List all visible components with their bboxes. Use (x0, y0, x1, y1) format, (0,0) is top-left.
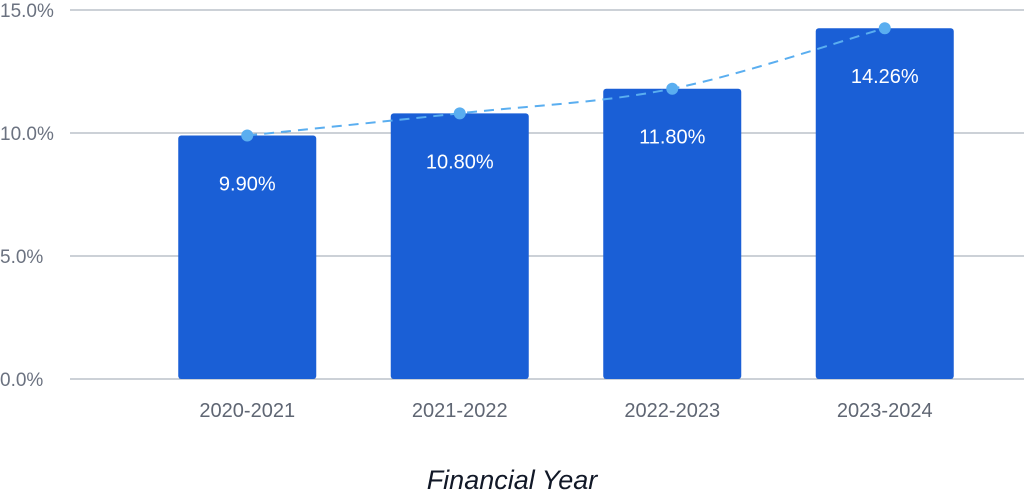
trend-point (453, 107, 466, 120)
y-tick-label: 15.0% (0, 1, 54, 22)
y-tick-label: 5.0% (0, 247, 43, 268)
trend-point (878, 22, 891, 35)
bar (603, 88, 742, 379)
trend-line-path (247, 27, 886, 137)
trend-line (241, 22, 891, 142)
bar (390, 113, 529, 379)
trend-point (241, 129, 254, 142)
x-tick-label: 2023-2024 (837, 400, 933, 422)
bar (815, 28, 954, 379)
data-label: 11.80% (639, 127, 706, 149)
data-label: 9.90% (219, 173, 276, 195)
bar (178, 135, 317, 379)
x-axis: 2020-2021 2021-2022 2022-2023 2023-2024 (199, 400, 932, 422)
y-tick-label: 10.0% (0, 124, 54, 145)
x-axis-title: Financial Year (427, 465, 599, 495)
data-label: 14.26% (851, 66, 919, 88)
x-tick-label: 2021-2022 (412, 400, 508, 422)
x-tick-label: 2022-2023 (624, 400, 720, 422)
y-axis: 0.0% 5.0% 10.0% 15.0% (0, 1, 54, 391)
bars: 9.90% 10.80% 11.80% 14.26% (178, 28, 954, 379)
x-tick-label: 2020-2021 (199, 400, 295, 422)
trend-point (666, 82, 679, 95)
y-tick-label: 0.0% (0, 370, 43, 391)
data-label: 10.80% (426, 151, 494, 173)
